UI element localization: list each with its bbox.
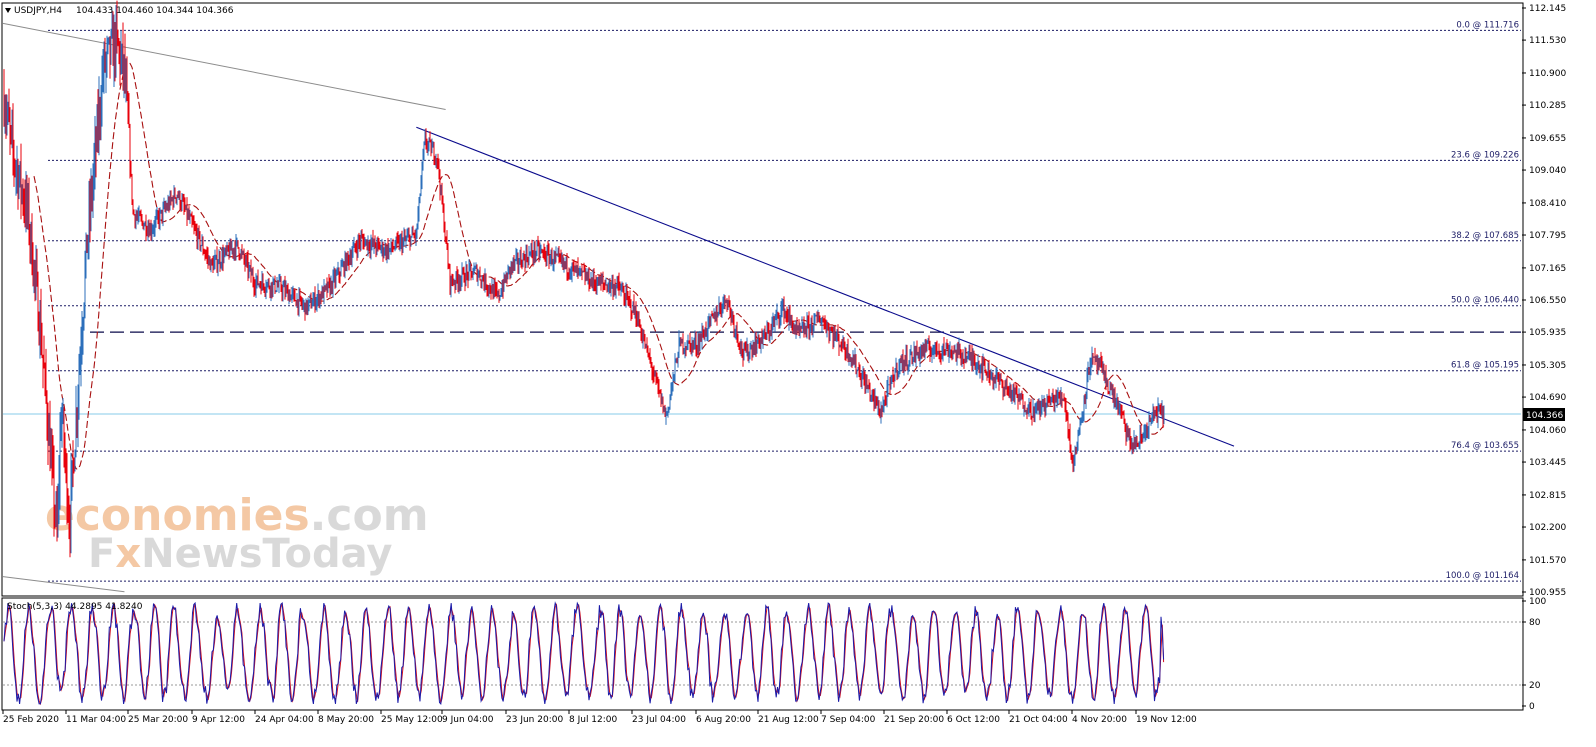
fib-label-5: 76.4 @ 103.655: [1451, 441, 1519, 451]
time-tick-label-8: 23 Jun 20:00: [506, 715, 563, 725]
fib-label-2: 38.2 @ 107.685: [1451, 231, 1519, 241]
current-price-tag: 104.366: [1523, 408, 1565, 421]
candles: [3, 0, 1165, 558]
stoch-main-line: [3, 601, 1165, 706]
fib-label-3: 50.0 @ 106.440: [1451, 296, 1519, 306]
current-price-tag-text: 104.366: [1526, 411, 1563, 421]
chart-header: USDJPY,H4 104.433 104.460 104.344 104.36…: [5, 6, 234, 16]
stochastic-indicator: 100 80 20 0: [3, 597, 1546, 712]
price-tick-label-13: 104.060: [1529, 426, 1566, 436]
time-tick-label-0: 25 Feb 2020: [3, 715, 59, 725]
main-panel-frame: [1, 2, 1524, 597]
time-tick-label-5: 8 May 20:00: [318, 715, 374, 725]
time-tick-label-16: 21 Oct 04:00: [1009, 715, 1068, 725]
time-tick-label-6: 25 May 12:00: [381, 715, 443, 725]
fib-label-0: 0.0 @ 111.716: [1456, 20, 1519, 30]
price-tick-label-11: 105.305: [1529, 361, 1566, 371]
watermark: economies.com FxNewsToday: [45, 490, 429, 577]
price-tick-label-2: 110.900: [1529, 69, 1566, 79]
watermark-line1-suffix: .com: [310, 490, 429, 541]
trendline-upper-gray: [2, 22, 446, 110]
watermark-line1: economies.com: [45, 490, 429, 541]
time-tick-label-11: 6 Aug 20:00: [696, 715, 751, 725]
stoch-signal-line: [3, 602, 1165, 706]
fib-label-1: 23.6 @ 109.226: [1451, 150, 1519, 160]
current-price-tag-bg: [1523, 408, 1565, 421]
time-tick-label-3: 9 Apr 12:00: [192, 715, 245, 725]
watermark-line2: FxNewsToday: [88, 531, 392, 577]
price-tick-label-5: 109.040: [1529, 166, 1566, 176]
watermark-line2-name: NewsToday: [141, 531, 392, 577]
price-tick-label-17: 101.570: [1529, 556, 1566, 566]
price-tick-label-9: 106.550: [1529, 296, 1566, 306]
header-ohlc: 104.433 104.460 104.344 104.366: [76, 6, 234, 16]
price-tick-label-0: 112.145: [1529, 4, 1566, 14]
fib-label-4: 61.8 @ 105.195: [1451, 361, 1519, 371]
time-tick-label-18: 19 Nov 12:00: [1136, 715, 1197, 725]
price-tick-label-15: 102.815: [1529, 491, 1566, 501]
price-tick-label-1: 111.530: [1529, 36, 1566, 46]
time-tick-label-14: 21 Sep 20:00: [884, 715, 944, 725]
price-tick-label-10: 105.935: [1529, 328, 1566, 338]
watermark-line2-f: F: [88, 531, 115, 577]
trendline-descending-resistance: [416, 126, 1235, 447]
time-tick-label-12: 21 Aug 12:00: [758, 715, 819, 725]
price-tick-label-6: 108.410: [1529, 199, 1566, 209]
time-tick-label-9: 8 Jul 12:00: [569, 715, 618, 725]
time-tick-label-7: 9 Jun 04:00: [442, 715, 494, 725]
watermark-line2-x: x: [115, 531, 141, 577]
time-axis: 25 Feb 2020 11 Mar 04:00 25 Mar 20:00 9 Apr…: [2, 710, 1197, 725]
header-triangle-icon: [5, 8, 11, 13]
price-tick-label-3: 110.285: [1529, 101, 1566, 111]
price-tick-label-7: 107.795: [1529, 231, 1566, 241]
header-symbol: USDJPY,H4: [14, 6, 62, 16]
stoch-tick-label-1: 80: [1529, 618, 1541, 628]
time-tick-label-10: 23 Jul 04:00: [632, 715, 686, 725]
trendline-lower-gray: [2, 576, 125, 593]
time-tick-label-17: 4 Nov 20:00: [1072, 715, 1127, 725]
watermark-line1-brand: economies: [45, 490, 310, 541]
stoch-header: Stoch(5,3,3) 44.2895 41.8240: [7, 602, 143, 612]
time-tick-label-2: 25 Mar 20:00: [128, 715, 188, 725]
price-axis: 112.145 111.530 110.900 110.285 109.655 109.0…: [1522, 4, 1566, 598]
time-tick-label-1: 11 Mar 04:00: [66, 715, 126, 725]
stoch-tick-label-0: 100: [1529, 597, 1546, 607]
stoch-tick-label-2: 20: [1529, 681, 1541, 691]
stoch-tick-label-3: 0: [1529, 702, 1535, 712]
price-tick-label-18: 100.955: [1529, 588, 1566, 598]
price-tick-label-4: 109.655: [1529, 134, 1566, 144]
price-tick-label-16: 102.200: [1529, 523, 1566, 533]
price-tick-label-8: 107.165: [1529, 264, 1566, 274]
time-tick-label-13: 7 Sep 04:00: [821, 715, 876, 725]
time-tick-label-15: 6 Oct 12:00: [947, 715, 1000, 725]
trendlines: [2, 22, 1235, 593]
time-tick-label-4: 24 Apr 04:00: [255, 715, 314, 725]
price-tick-label-12: 104.690: [1529, 393, 1566, 403]
fib-label-6: 100.0 @ 101.164: [1446, 571, 1519, 581]
price-tick-label-14: 103.445: [1529, 458, 1566, 468]
